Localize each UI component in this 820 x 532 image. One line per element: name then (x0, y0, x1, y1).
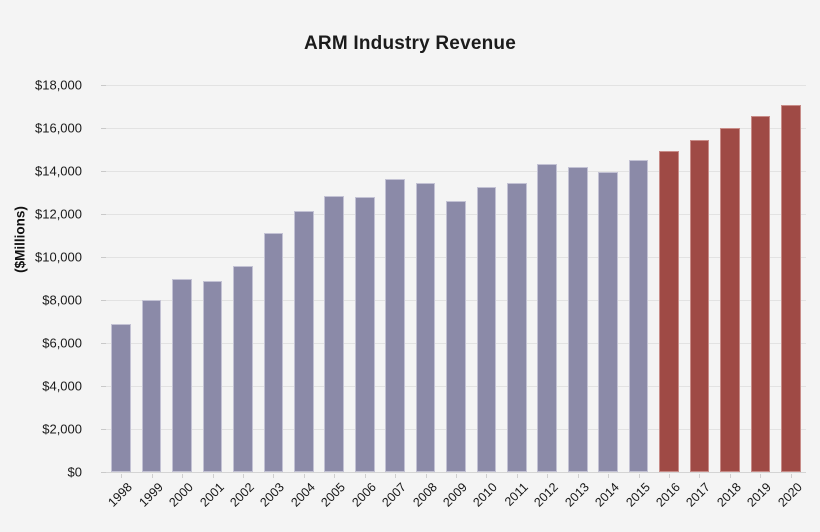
x-tick-label-2014: 2014 (592, 480, 623, 510)
x-tick-mark (395, 474, 397, 478)
x-tick-mark (364, 474, 366, 478)
y-tick-mark (101, 214, 106, 215)
gridline (106, 171, 806, 172)
y-axis-title: ($Millions) (12, 206, 28, 273)
x-tick-mark (303, 474, 305, 478)
x-tick-label-2002: 2002 (227, 480, 257, 510)
y-tick-mark (101, 300, 106, 301)
bar-2015[interactable] (628, 159, 649, 472)
x-tick-mark (121, 474, 123, 478)
y-tick-label: $14,000 (35, 163, 82, 179)
x-axis-labels: 1998 1999 2000 2001 2002 2003 2004 2005 2006 2007… (106, 474, 806, 532)
y-tick-label: $4,000 (42, 378, 82, 394)
x-tick-label-2018: 2018 (714, 480, 744, 510)
x-tick-mark (760, 474, 762, 478)
x-tick-mark (151, 474, 153, 478)
x-tick-mark (729, 474, 731, 478)
bar-2005[interactable] (324, 196, 345, 472)
y-tick-mark (101, 343, 106, 344)
bar-2004[interactable] (294, 210, 314, 472)
y-tick-mark (101, 128, 106, 129)
x-tick-mark (273, 474, 275, 478)
x-tick-mark (242, 474, 244, 478)
x-tick-label-2016: 2016 (653, 480, 683, 510)
y-tick-label: $2,000 (42, 421, 82, 437)
x-tick-label-2013: 2013 (562, 480, 592, 510)
x-tick-mark (486, 474, 488, 478)
bar-2020[interactable] (780, 105, 801, 472)
x-tick-mark (334, 474, 336, 478)
bar-2009[interactable] (446, 200, 466, 472)
y-tick-label: $8,000 (42, 292, 82, 308)
bar-2003[interactable] (263, 232, 284, 472)
x-tick-label-2019: 2019 (744, 480, 775, 510)
x-tick-label-2001: 2001 (196, 480, 227, 510)
x-tick-label-2015: 2015 (622, 480, 653, 510)
y-tick-mark (101, 429, 106, 430)
bar-2018[interactable] (720, 128, 740, 472)
y-tick-label: $6,000 (42, 335, 82, 351)
chart-title: ARM Industry Revenue (304, 33, 516, 54)
y-tick-label: $16,000 (35, 120, 82, 136)
x-tick-label-2003: 2003 (257, 480, 288, 510)
bar-2006[interactable] (354, 196, 375, 472)
y-tick-mark (101, 171, 106, 172)
y-tick-mark (101, 386, 106, 387)
x-tick-label-2005: 2005 (318, 480, 349, 510)
bar-2000[interactable] (172, 278, 192, 472)
plot-area: $18,000 $16,000 $14,000 $12,000 $10,000 $8,00… (35, 78, 806, 480)
bar-2001[interactable] (202, 280, 223, 472)
x-tick-label-1999: 1999 (135, 480, 166, 510)
x-tick-mark (425, 474, 427, 478)
x-tick-label-2020: 2020 (775, 480, 805, 510)
bar-1999[interactable] (141, 300, 162, 472)
y-tick-label: $18,000 (35, 77, 82, 93)
x-tick-label-2012: 2012 (531, 480, 562, 510)
x-tick-mark (547, 474, 549, 478)
bar-2016[interactable] (659, 150, 679, 472)
y-tick-label: $12,000 (35, 206, 82, 222)
y-tick-mark (101, 257, 106, 258)
bar-2012[interactable] (537, 164, 558, 472)
x-tick-label-2004: 2004 (288, 480, 318, 510)
x-tick-label-2008: 2008 (409, 480, 440, 510)
x-tick-label-1998: 1998 (105, 480, 136, 510)
bar-2008[interactable] (415, 182, 436, 472)
bar-2010[interactable] (476, 187, 497, 472)
bar-2002[interactable] (233, 266, 253, 472)
y-tick-mark (101, 472, 106, 473)
bar-2014[interactable] (598, 172, 618, 472)
x-tick-label-2000: 2000 (166, 480, 196, 510)
gridline (106, 128, 806, 129)
bar-2017[interactable] (689, 139, 710, 472)
y-tick-label: $10,000 (35, 249, 82, 265)
bar-2013[interactable] (567, 166, 588, 472)
x-tick-mark (456, 474, 457, 478)
x-tick-label-2010: 2010 (470, 480, 501, 510)
x-tick-mark (577, 474, 579, 478)
x-tick-mark (790, 474, 792, 478)
bar-2019[interactable] (750, 115, 771, 472)
x-tick-mark (182, 474, 184, 478)
x-tick-label-2006: 2006 (349, 480, 379, 510)
x-tick-label-2009: 2009 (440, 480, 470, 510)
x-tick-mark (516, 474, 518, 478)
bar-2007[interactable] (385, 178, 405, 472)
x-tick-mark (638, 474, 640, 478)
y-tick-mark (101, 85, 106, 86)
y-tick-label: $0 (67, 464, 82, 480)
gridline (106, 472, 806, 473)
x-tick-mark (212, 474, 214, 478)
bar-1998[interactable] (111, 323, 132, 472)
x-tick-mark (669, 474, 671, 478)
x-tick-label-2017: 2017 (683, 480, 714, 510)
x-tick-label-2011: 2011 (501, 480, 531, 509)
x-tick-mark (608, 474, 610, 478)
x-tick-mark (699, 474, 701, 478)
bar-2011[interactable] (507, 182, 527, 472)
gridline (106, 85, 806, 86)
x-tick-label-2007: 2007 (379, 480, 410, 510)
